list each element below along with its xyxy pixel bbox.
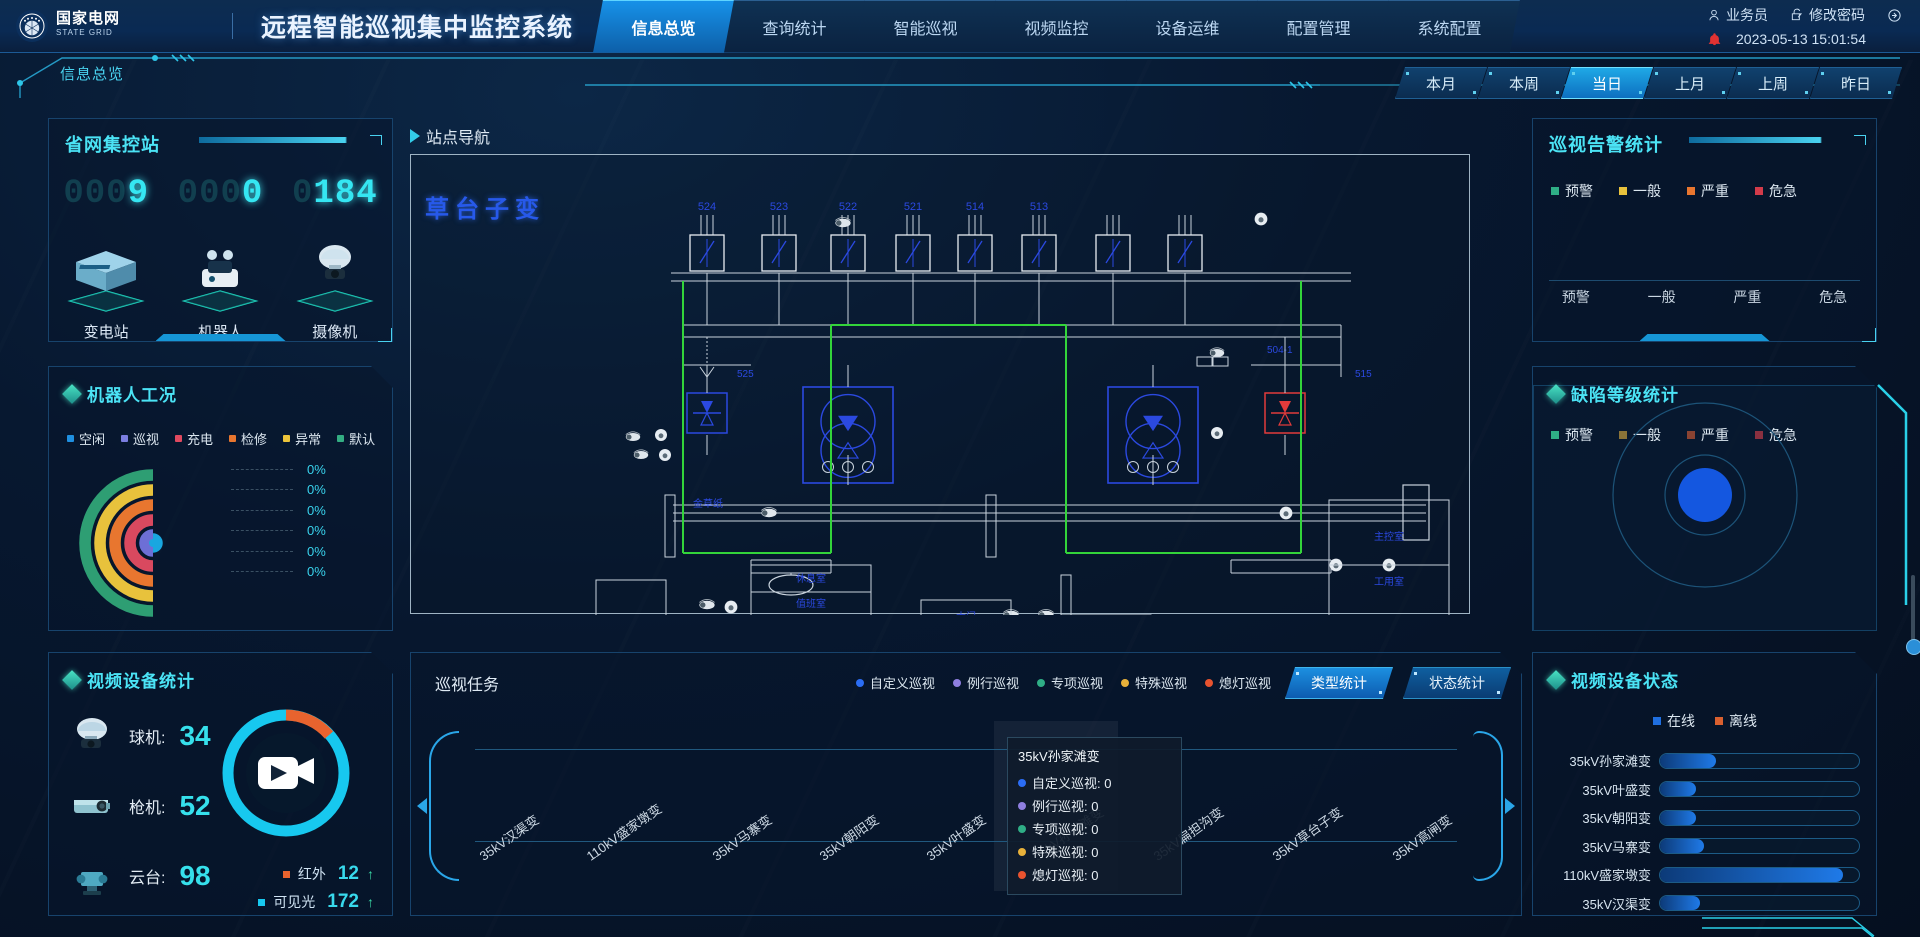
svg-text:524: 524 <box>698 201 716 213</box>
svg-text:522: 522 <box>839 201 857 213</box>
svg-text:514: 514 <box>966 201 984 213</box>
svg-text:504-1: 504-1 <box>1267 345 1293 356</box>
svg-text:大门: 大门 <box>956 610 976 615</box>
svg-text:513: 513 <box>1030 201 1048 213</box>
svg-text:525: 525 <box>737 369 754 380</box>
svg-text:523: 523 <box>770 201 788 213</box>
svg-text:金草纸: 金草纸 <box>693 497 723 510</box>
svg-text:值班室: 值班室 <box>796 597 826 610</box>
svg-text:521: 521 <box>904 201 922 213</box>
svg-text:主控室: 主控室 <box>1374 530 1404 543</box>
svg-text:515: 515 <box>1355 369 1372 380</box>
svg-text:休息室: 休息室 <box>796 572 826 585</box>
svg-text:工用室: 工用室 <box>1374 575 1404 588</box>
